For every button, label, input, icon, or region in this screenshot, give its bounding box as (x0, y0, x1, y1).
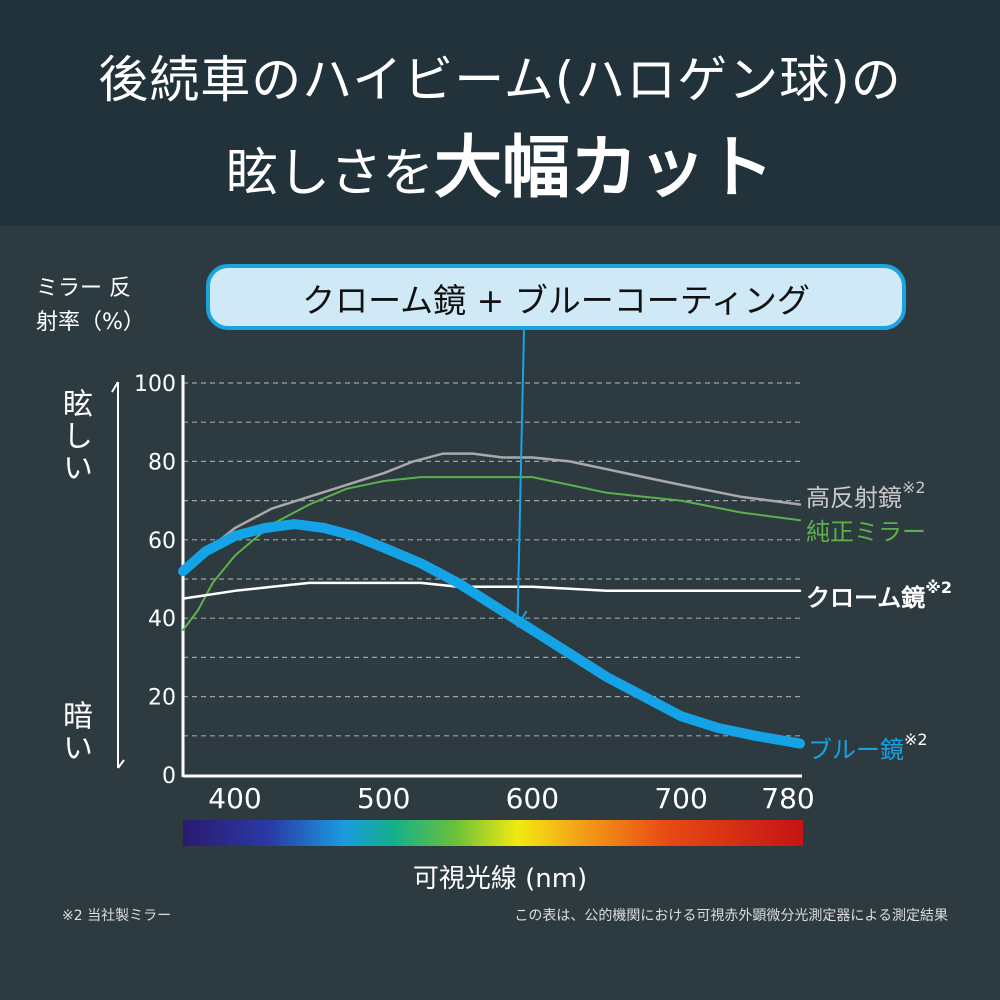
series-line-3 (178, 519, 805, 749)
x-tick-label: 400 (208, 782, 261, 815)
y-tick-label: 40 (148, 607, 176, 632)
series-line-2 (181, 581, 802, 600)
y-tick-label: 0 (162, 764, 176, 789)
bright-label: 眩しい (57, 388, 92, 484)
series-label-blue: ブルー鏡※2 (808, 730, 928, 764)
y-tick-label: 100 (134, 372, 176, 397)
footnote-right: この表は、公的機関における可視赤外顕微分光測定器による測定結果 (514, 908, 948, 924)
headline-emphasis: 大幅カット (434, 129, 775, 208)
y-axis-label: ミラー 反射率（%） (36, 276, 145, 335)
x-tick-label: 700 (654, 782, 707, 815)
y-tick-label: 20 (148, 686, 176, 711)
footnote-left: ※2 当社製ミラー (62, 908, 172, 924)
dark-label: 暗い (57, 700, 92, 764)
series-label-high-reflect: 高反射鏡※2 (806, 478, 926, 512)
x-axis-label: 可視光線 (nm) (412, 864, 588, 894)
y-tick-label: 80 (148, 450, 176, 475)
x-tick-label: 780 (761, 782, 814, 815)
brightness-scale-arrow (111, 381, 125, 769)
visible-spectrum-bar (183, 820, 803, 846)
headline-prefix: 眩しさを (225, 144, 434, 204)
x-tick-label: 600 (506, 782, 559, 815)
callout-box: クローム鏡 + ブルーコーティング (206, 264, 906, 330)
callout-arrow (507, 329, 528, 628)
header-band: 後続車のハイビーム(ハロゲン球)の 眩しさを大幅カット (0, 0, 1000, 226)
series-label-oem: 純正ミラー (806, 518, 926, 546)
series-line-0 (181, 452, 802, 573)
headline-line2: 眩しさを大幅カット (0, 112, 1000, 211)
headline-line1: 後続車のハイビーム(ハロゲン球)の (98, 51, 902, 109)
series-label-chrome: クローム鏡※2 (806, 578, 952, 612)
y-tick-label: 60 (148, 529, 176, 554)
series-line-1 (182, 476, 801, 631)
x-tick-label: 500 (357, 782, 410, 815)
